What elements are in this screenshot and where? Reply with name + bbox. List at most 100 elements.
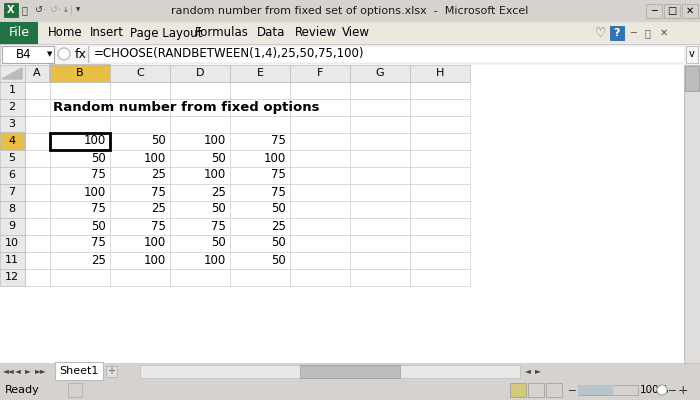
Text: ♡: ♡ [595, 26, 606, 40]
Bar [350, 99, 410, 116]
Bar [68, 383, 82, 397]
Bar [110, 201, 170, 218]
Text: 50: 50 [151, 134, 166, 148]
Text: 100%: 100% [640, 385, 669, 395]
Bar [50, 82, 110, 99]
Bar [0, 22, 38, 44]
Text: ↓: ↓ [63, 7, 69, 13]
Text: ⧉: ⧉ [645, 28, 651, 38]
Text: Page Layout: Page Layout [130, 26, 202, 40]
Bar [50, 116, 110, 133]
Bar [410, 82, 470, 99]
Text: Sheet1: Sheet1 [60, 366, 99, 376]
Bar [110, 235, 170, 252]
Bar [0, 116, 25, 133]
Bar [410, 235, 470, 252]
Text: Review: Review [295, 26, 337, 40]
Bar [686, 46, 698, 63]
Bar [410, 269, 470, 286]
Bar [170, 150, 230, 167]
Text: +: + [678, 384, 689, 396]
Text: Home: Home [48, 26, 83, 40]
Bar [50, 99, 110, 116]
Bar [230, 252, 290, 269]
Bar [290, 201, 350, 218]
Bar [350, 116, 410, 133]
Text: 50: 50 [91, 220, 106, 232]
Bar [50, 269, 110, 286]
Bar [25, 269, 50, 286]
Bar [0, 133, 25, 150]
Bar [0, 0, 700, 22]
Text: 75: 75 [271, 168, 286, 182]
Bar [140, 365, 520, 378]
Bar [170, 133, 230, 150]
Text: 11: 11 [5, 255, 19, 265]
Bar [685, 66, 699, 91]
Bar [170, 116, 230, 133]
Bar [230, 269, 290, 286]
Text: ►►: ►► [35, 366, 47, 376]
Text: 50: 50 [272, 236, 286, 250]
Bar [0, 269, 25, 286]
Bar [170, 167, 230, 184]
Text: B: B [76, 68, 84, 78]
Bar [664, 4, 680, 18]
Bar [0, 82, 25, 99]
Bar [0, 150, 25, 167]
Bar [290, 184, 350, 201]
Bar [25, 184, 50, 201]
Bar [350, 133, 410, 150]
Bar [528, 383, 544, 397]
Text: 75: 75 [271, 186, 286, 198]
Text: |: | [70, 5, 74, 15]
Bar [290, 218, 350, 235]
Bar [110, 99, 170, 116]
Text: ─: ─ [630, 28, 636, 38]
Text: ─: ─ [568, 385, 575, 395]
Text: +: + [107, 366, 115, 376]
Bar [350, 167, 410, 184]
Text: View: View [342, 26, 370, 40]
Text: 9: 9 [8, 221, 15, 231]
Bar [110, 269, 170, 286]
Text: 4: 4 [8, 136, 15, 146]
Bar [90, 46, 685, 63]
Text: X: X [7, 5, 15, 15]
Bar [290, 167, 350, 184]
Text: ◄◄: ◄◄ [3, 366, 15, 376]
Text: G: G [376, 68, 384, 78]
Bar [410, 99, 470, 116]
Text: ·: · [43, 5, 46, 15]
Bar [290, 82, 350, 99]
Polygon shape [2, 68, 22, 79]
Text: ─: ─ [651, 6, 657, 16]
Text: H: H [436, 68, 445, 78]
Bar [684, 65, 700, 363]
Bar [2, 46, 54, 63]
Text: 50: 50 [272, 254, 286, 266]
Bar [0, 44, 700, 65]
Text: 25: 25 [91, 254, 106, 266]
Bar [25, 167, 50, 184]
Text: 1: 1 [8, 85, 15, 95]
Bar [110, 133, 170, 150]
Text: 75: 75 [91, 202, 106, 216]
Bar [230, 218, 290, 235]
Bar [350, 235, 410, 252]
Bar [300, 365, 400, 378]
Bar [170, 218, 230, 235]
Bar [170, 184, 230, 201]
Bar [170, 201, 230, 218]
Bar [350, 65, 410, 82]
Text: 75: 75 [151, 220, 166, 232]
Bar [25, 116, 50, 133]
Text: 50: 50 [272, 202, 286, 216]
Bar [0, 218, 25, 235]
Bar [578, 385, 613, 395]
Text: File: File [8, 26, 29, 40]
Bar [170, 269, 230, 286]
Bar [110, 116, 170, 133]
Text: Data: Data [257, 26, 286, 40]
Bar [410, 252, 470, 269]
